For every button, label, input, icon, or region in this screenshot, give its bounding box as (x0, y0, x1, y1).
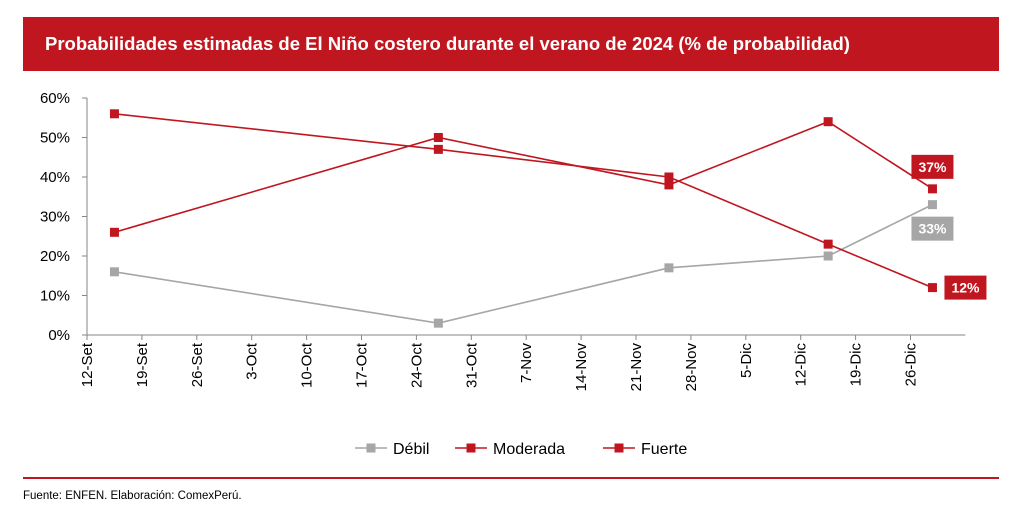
x-tick-label: 28-Nov (683, 343, 700, 392)
chart-series (109, 109, 937, 328)
callout-label: 12% (951, 280, 980, 296)
x-tick-label: 14-Nov (573, 343, 590, 392)
legend-item-débil: Débil (355, 441, 429, 458)
legend-label: Débil (393, 441, 429, 458)
data-point (433, 318, 443, 328)
chart-annotations: 37% 33% 12% (911, 154, 987, 300)
y-tick-label: 0% (48, 327, 70, 344)
data-point (433, 144, 443, 154)
series-moderada (109, 117, 937, 237)
source-note: Fuente: ENFEN. Elaboración: ComexPerú. (23, 490, 242, 502)
x-tick-label: 24-Oct (408, 342, 425, 388)
x-tick-label: 10-Oct (299, 342, 316, 388)
chart-title: Probabilidades estimadas de El Niño cost… (23, 17, 999, 71)
legend-marker (366, 443, 376, 453)
callout-label: 33% (918, 221, 947, 237)
x-tick-label: 12-Set (79, 342, 96, 387)
legend-marker (466, 443, 476, 453)
x-tick-label: 19-Set (134, 342, 151, 387)
chart-axes: 0% 10% 20% 30% 40% 50% 60% 12-Set 19-Set 26-Set 3-… (40, 90, 966, 392)
data-point (823, 117, 833, 127)
x-tick-label: 26-Dic (903, 343, 920, 387)
x-tick-label: 5-Dic (738, 343, 755, 379)
callout-label: 37% (918, 159, 947, 175)
data-point (927, 283, 937, 293)
x-tick-label: 3-Oct (244, 342, 261, 380)
callout-box (944, 275, 987, 300)
legend-label: Fuerte (641, 441, 687, 458)
data-point (433, 133, 443, 142)
legend-marker (614, 443, 624, 453)
data-point (927, 200, 937, 210)
data-point (823, 239, 833, 249)
y-tick-label: 10% (40, 288, 70, 305)
legend-item-fuerte: Fuerte (603, 441, 687, 458)
data-point (664, 263, 674, 273)
data-point (823, 251, 833, 261)
bottom-divider (23, 477, 999, 479)
y-tick-label: 50% (40, 130, 70, 147)
data-point (664, 180, 674, 190)
x-tick-label: 26-Set (189, 342, 206, 387)
series-line (114, 120, 933, 234)
legend-label: Moderada (493, 441, 565, 458)
callout-box (911, 216, 954, 241)
y-tick-label: 60% (40, 90, 70, 107)
x-tick-label: 21-Nov (628, 343, 645, 392)
series-line (114, 203, 933, 324)
y-tick-label: 40% (40, 169, 70, 186)
x-tick-label: 17-Oct (354, 342, 371, 388)
data-callout: 37% (911, 154, 954, 179)
data-point (109, 227, 119, 237)
callout-box (911, 154, 954, 179)
series-line (114, 113, 933, 289)
data-point (927, 184, 937, 194)
data-callout: 33% (911, 216, 954, 241)
data-callout: 12% (944, 275, 987, 300)
x-tick-label: 31-Oct (463, 342, 480, 388)
legend-item-moderada: Moderada (455, 441, 565, 458)
data-point (109, 109, 119, 119)
data-point (664, 172, 674, 182)
series-fuerte (109, 109, 937, 293)
y-tick-label: 20% (40, 248, 70, 265)
chart-legend: Débil Moderada Fuerte (355, 441, 687, 458)
series-débil (109, 200, 937, 328)
x-tick-label: 19-Dic (848, 343, 865, 387)
x-tick-label: 12-Dic (793, 343, 810, 387)
data-point (109, 267, 119, 277)
x-tick-label: 7-Nov (518, 343, 535, 384)
y-tick-label: 30% (40, 209, 70, 226)
